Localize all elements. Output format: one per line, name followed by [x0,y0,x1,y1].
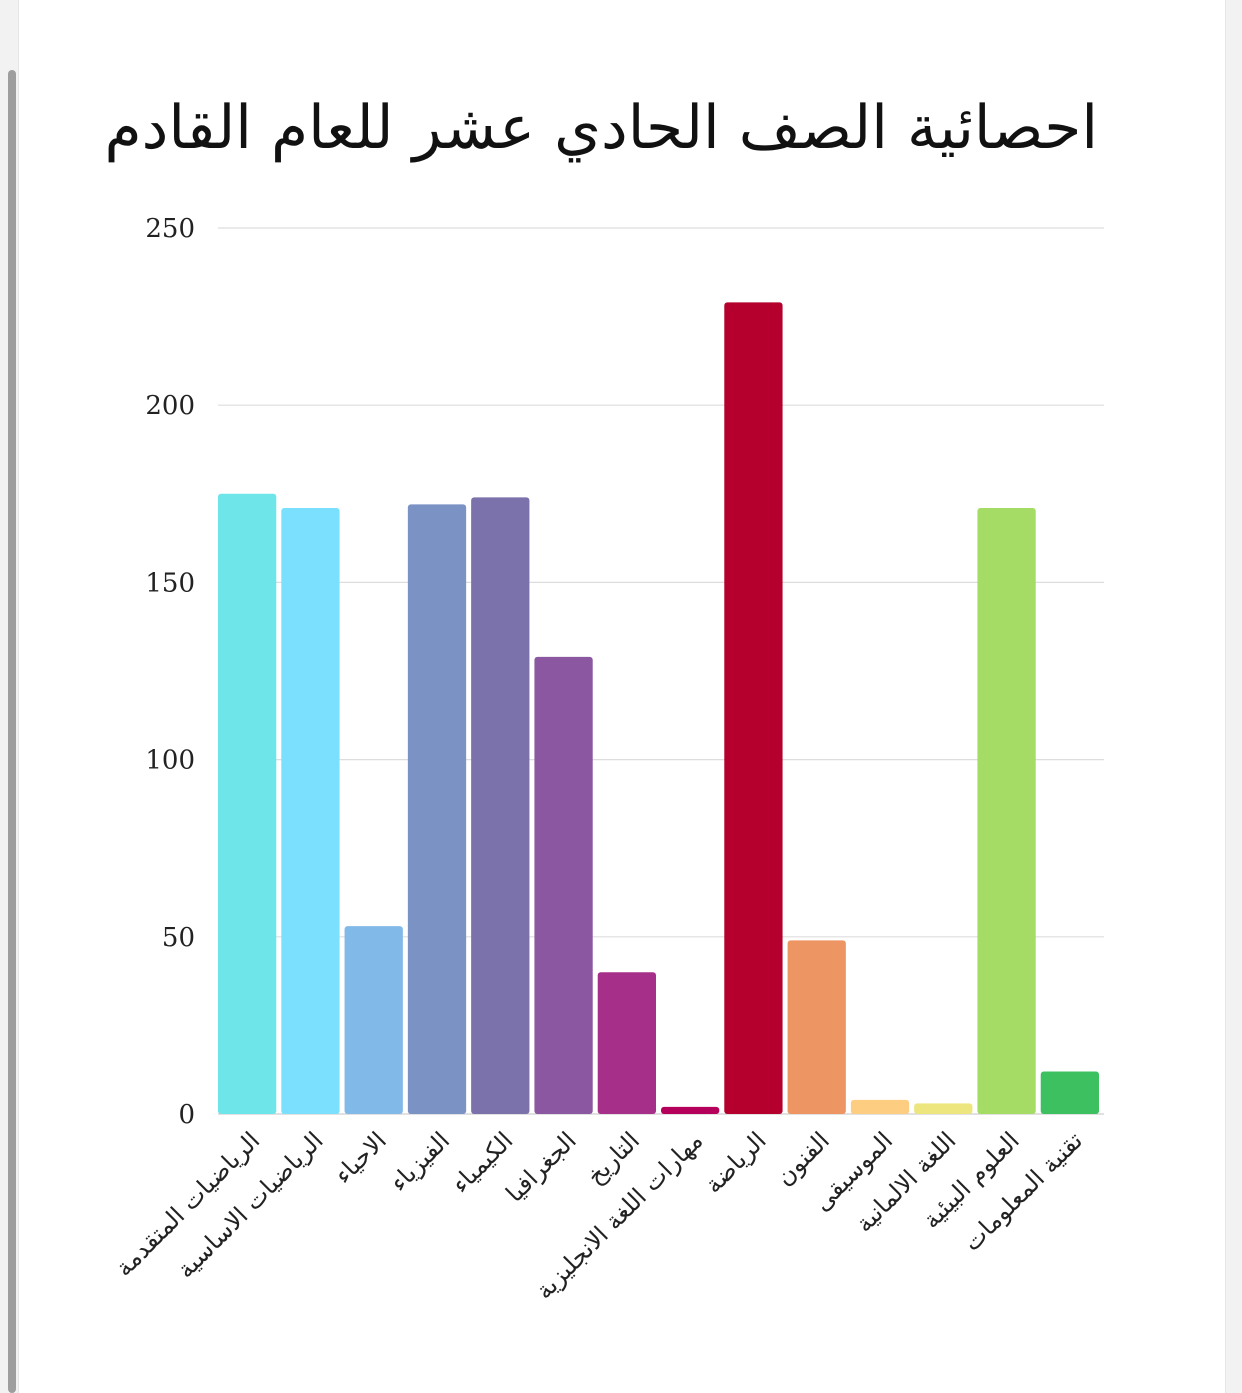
bar [218,493,277,1114]
bar [407,504,467,1114]
y-tick-label: 50 [162,923,195,953]
bar [1040,1071,1099,1114]
scrollbar[interactable] [8,70,16,1393]
chart-title: احصائية الصف الحادي عشر للعام القادم [104,93,1098,163]
bar [850,1099,910,1114]
grid-lines [218,227,1104,1115]
x-tick-label: الرياضة [699,1126,771,1198]
bar [914,1103,973,1114]
y-tick-label: 0 [178,1100,195,1130]
bar [281,507,340,1114]
bar [661,1106,720,1114]
bar [724,302,783,1114]
x-tick-label: الفيزياء [385,1126,456,1197]
x-tick-label: الجغرافيا [500,1126,581,1207]
bar [344,926,403,1114]
bar [787,940,846,1114]
y-axis-ticks: 0 50 100 150 200 250 [145,214,195,1130]
bar [471,497,530,1114]
bar [977,507,1036,1114]
x-tick-label: الاحياء [329,1126,392,1189]
bars [218,302,1099,1114]
bar [597,972,656,1114]
bar [534,656,593,1114]
y-tick-label: 200 [145,391,195,421]
y-tick-label: 150 [145,568,195,598]
y-tick-label: 250 [145,214,195,244]
y-tick-label: 100 [145,746,195,776]
